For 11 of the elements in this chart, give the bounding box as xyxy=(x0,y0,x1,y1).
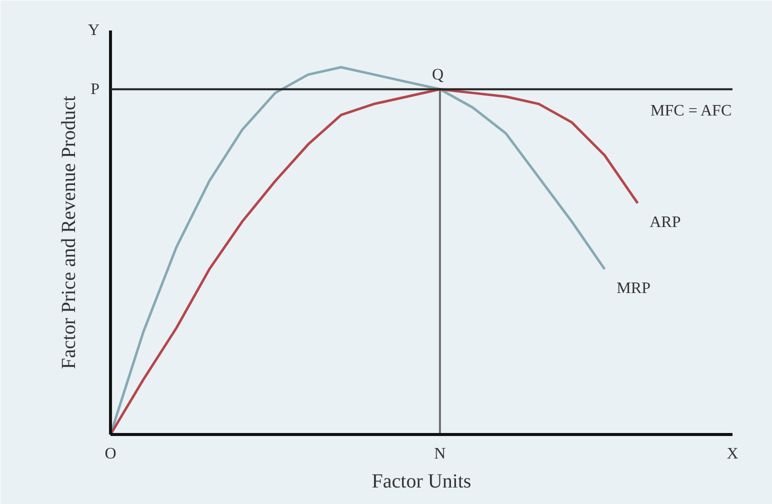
series-label: MRP xyxy=(616,280,651,298)
y-axis-title: Factor Price and Revenue Product xyxy=(58,95,80,370)
ref-line-label: MFC = AFC xyxy=(650,102,732,120)
annotation: P xyxy=(90,80,100,98)
x-tick-label: N xyxy=(434,446,446,462)
series-label: ARP xyxy=(650,214,681,232)
x-axis-title: Factor Units xyxy=(372,470,472,492)
x-tick-label: O xyxy=(104,446,116,462)
text: Y xyxy=(88,22,100,39)
annotation: Q xyxy=(432,66,444,84)
text: X xyxy=(726,446,739,462)
